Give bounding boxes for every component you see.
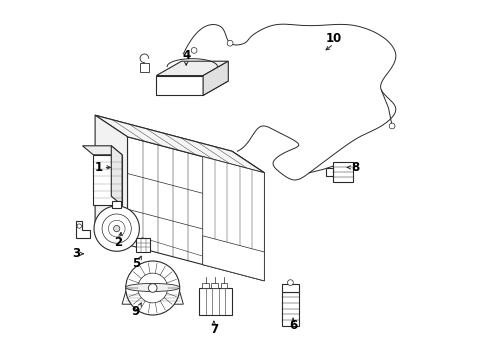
Circle shape <box>138 273 167 303</box>
Circle shape <box>191 48 197 53</box>
Circle shape <box>113 225 120 232</box>
Polygon shape <box>282 284 298 292</box>
Polygon shape <box>82 146 122 155</box>
Text: 7: 7 <box>209 323 218 336</box>
Circle shape <box>102 214 131 243</box>
Polygon shape <box>203 61 228 95</box>
Circle shape <box>125 261 179 315</box>
Circle shape <box>287 280 293 285</box>
Polygon shape <box>199 288 231 315</box>
Polygon shape <box>111 146 122 205</box>
Polygon shape <box>112 201 121 208</box>
Polygon shape <box>127 137 264 281</box>
Circle shape <box>108 220 125 237</box>
Text: 5: 5 <box>131 257 140 270</box>
Polygon shape <box>203 236 264 281</box>
Ellipse shape <box>125 283 179 292</box>
Text: 6: 6 <box>288 319 297 332</box>
Polygon shape <box>332 162 352 182</box>
Polygon shape <box>156 76 203 95</box>
Text: 9: 9 <box>131 305 140 318</box>
Polygon shape <box>93 155 122 205</box>
Polygon shape <box>76 221 90 238</box>
Polygon shape <box>95 115 264 173</box>
Circle shape <box>227 40 232 46</box>
Circle shape <box>388 123 394 129</box>
Bar <box>202 283 208 288</box>
Polygon shape <box>231 151 264 281</box>
Polygon shape <box>95 115 264 173</box>
Text: 3: 3 <box>72 247 80 260</box>
Polygon shape <box>282 292 298 326</box>
Bar <box>211 283 218 288</box>
Polygon shape <box>140 63 149 72</box>
Text: 8: 8 <box>350 161 359 174</box>
Polygon shape <box>156 61 228 76</box>
Polygon shape <box>94 206 139 251</box>
Circle shape <box>148 284 157 292</box>
Text: 2: 2 <box>114 237 122 249</box>
Polygon shape <box>95 115 127 245</box>
Polygon shape <box>136 238 150 252</box>
Text: 1: 1 <box>95 161 102 174</box>
Text: 10: 10 <box>325 32 341 45</box>
Polygon shape <box>325 168 332 176</box>
Polygon shape <box>122 292 183 304</box>
Text: 4: 4 <box>182 49 190 62</box>
Polygon shape <box>156 81 228 95</box>
Bar <box>220 283 226 288</box>
Circle shape <box>77 224 81 228</box>
Polygon shape <box>203 157 264 281</box>
